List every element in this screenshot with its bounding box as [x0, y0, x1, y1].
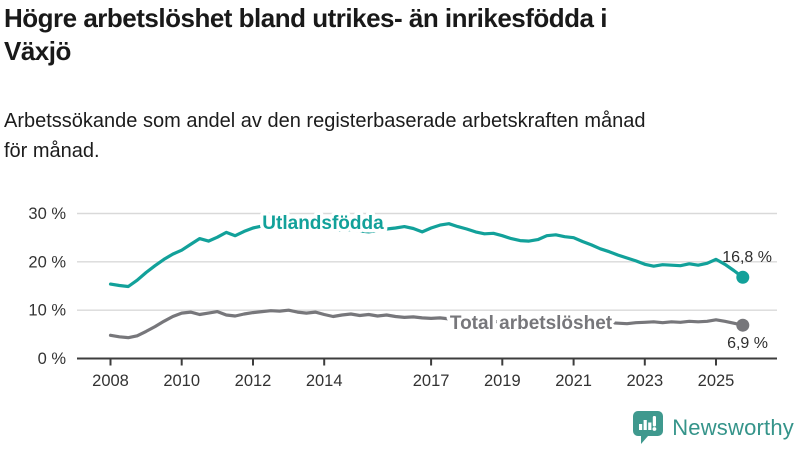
series-label-total-arbetsloshet: Total arbetslöshet [450, 313, 613, 334]
gridlines [77, 212, 777, 311]
series-endpoint-utlandsfodda [736, 270, 750, 284]
x-tick-label-2012: 2012 [235, 372, 272, 390]
newsworthy-logo[interactable]: Newsworthy [631, 409, 794, 447]
chart-subtitle-line1: Arbetssökande som andel av den registerb… [4, 110, 646, 132]
x-tick-label-2019: 2019 [484, 372, 521, 390]
y-tick-label-20: 20 % [28, 253, 66, 271]
x-tick-label-2025: 2025 [698, 372, 735, 390]
chart-subtitle: Arbetssökande som andel av den registerb… [4, 106, 796, 166]
chart-title-line1: Högre arbetslöshet bland utrikes- än inr… [4, 3, 607, 33]
chart-subtitle-line2: för månad. [4, 140, 100, 162]
speech-bubble-shape [633, 410, 664, 444]
series-line-utlandsfodda [108, 221, 745, 289]
x-axis-ticks [109, 358, 717, 366]
bar-chart-glyph [639, 415, 657, 431]
newsworthy-logo-text: Newsworthy [672, 415, 794, 440]
y-tick-label-30: 30 % [28, 205, 66, 223]
chart-title-line2: Växjö [4, 36, 71, 66]
series-label-utlandsfodda: Utlandsfödda [262, 213, 384, 234]
chart-title: Högre arbetslöshet bland utrikes- än inr… [4, 2, 796, 68]
x-tick-label-2014: 2014 [306, 372, 343, 390]
end-value-label-utlandsfodda: 16,8 % [722, 249, 772, 266]
end-value-label-total-arbetsloshet: 6,9 % [727, 335, 768, 352]
y-axis-tick-labels: 0 % 10 % 20 % 30 % [28, 205, 66, 368]
y-tick-label-0: 0 % [38, 350, 67, 368]
x-tick-label-2021: 2021 [555, 372, 592, 390]
newsworthy-logo-icon [633, 410, 664, 444]
x-tick-label-2008: 2008 [92, 372, 129, 390]
x-axis-tick-labels: 2008 2010 2012 2014 2017 2019 2021 2023 2025 [92, 372, 734, 390]
series-line-total-arbetsloshet [108, 308, 745, 340]
line-chart: 2008 2010 2012 2014 2017 2019 2021 2023 2025 0 %… [28, 205, 777, 390]
x-tick-label-2023: 2023 [626, 372, 663, 390]
y-tick-label-10: 10 % [28, 302, 66, 320]
x-tick-label-2010: 2010 [163, 372, 200, 390]
x-tick-label-2017: 2017 [413, 372, 450, 390]
series-endpoint-total-arbetsloshet [736, 318, 750, 332]
